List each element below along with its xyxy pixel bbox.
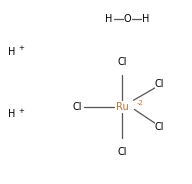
Text: H: H — [142, 14, 150, 24]
Text: H: H — [8, 47, 15, 56]
Text: -2: -2 — [136, 100, 143, 106]
Text: Cl: Cl — [117, 147, 127, 157]
Text: Cl: Cl — [155, 79, 164, 89]
Text: Cl: Cl — [117, 57, 127, 67]
Text: H: H — [8, 109, 15, 119]
Text: Cl: Cl — [155, 122, 164, 132]
Text: Cl: Cl — [72, 102, 82, 112]
Text: Ru: Ru — [116, 102, 128, 112]
Text: O: O — [124, 14, 132, 24]
Text: H: H — [105, 14, 112, 24]
Text: +: + — [18, 45, 24, 51]
Text: +: + — [18, 108, 24, 114]
